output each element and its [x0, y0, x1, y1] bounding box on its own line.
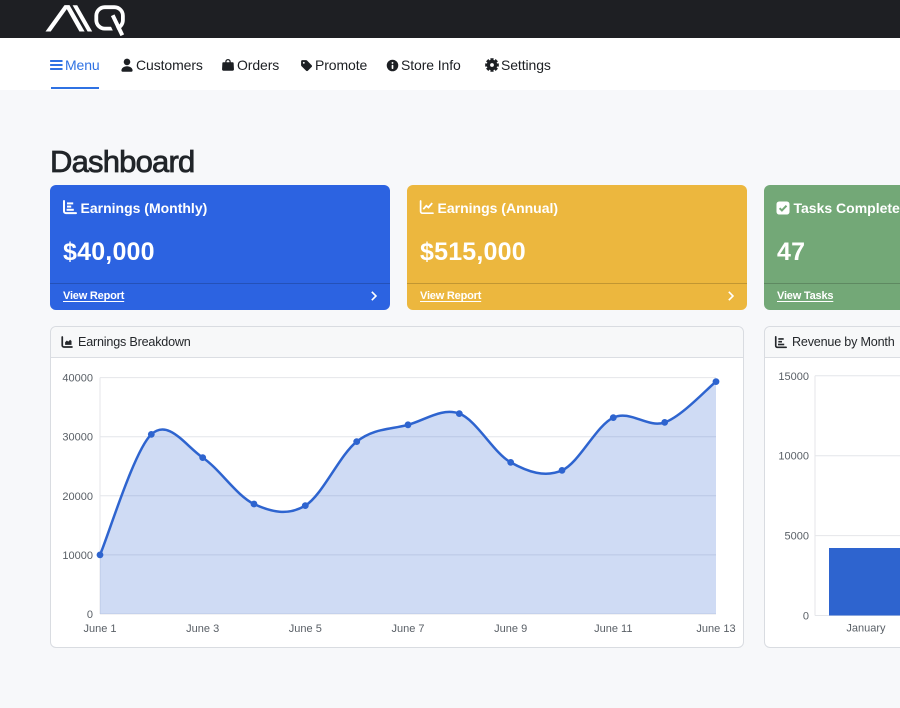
svg-text:5000: 5000 [785, 531, 809, 543]
svg-text:June 1: June 1 [83, 623, 116, 635]
svg-text:10000: 10000 [62, 550, 93, 562]
svg-text:June 5: June 5 [289, 623, 322, 635]
svg-text:40000: 40000 [62, 373, 93, 385]
svg-text:June 9: June 9 [494, 623, 527, 635]
svg-text:0: 0 [87, 609, 93, 621]
svg-text:20000: 20000 [62, 491, 93, 503]
svg-text:10000: 10000 [778, 451, 809, 463]
svg-text:June 11: June 11 [594, 623, 632, 635]
svg-text:June 13: June 13 [696, 623, 735, 635]
svg-text:15000: 15000 [778, 371, 809, 383]
svg-text:30000: 30000 [62, 432, 93, 444]
svg-text:January: January [846, 623, 886, 635]
svg-text:0: 0 [803, 611, 809, 623]
svg-text:June 7: June 7 [391, 623, 424, 635]
svg-text:June 3: June 3 [186, 623, 219, 635]
